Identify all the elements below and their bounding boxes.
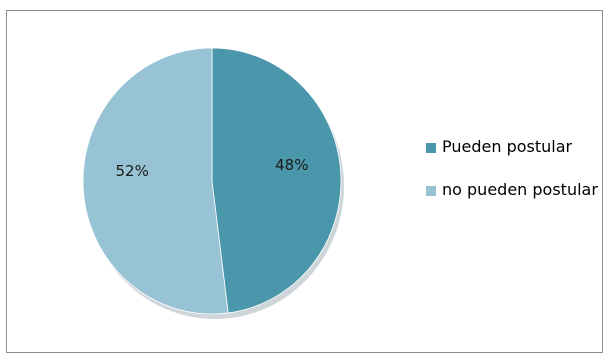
legend-swatch-pueden-postular (426, 143, 436, 153)
legend-label-no-pueden-postular: no pueden postular (442, 180, 598, 199)
legend-item-pueden-postular: Pueden postular (426, 135, 602, 158)
pie-slice-pueden-postular (211, 47, 342, 314)
legend-item-no-pueden-postular: no pueden postular (426, 178, 602, 201)
legend: Pueden postular no pueden postular (426, 135, 602, 221)
legend-label-pueden-postular: Pueden postular (442, 137, 573, 156)
chart-area: 48% 52% Pueden postular no pueden postula… (6, 10, 603, 353)
data-label-pueden-postular: 48% (275, 156, 308, 174)
data-label-no-pueden-postular: 52% (116, 162, 149, 180)
legend-swatch-no-pueden-postular (426, 186, 436, 196)
pie-slice-no-pueden-postular (82, 47, 229, 315)
pie-chart: 48% 52% (82, 47, 344, 319)
